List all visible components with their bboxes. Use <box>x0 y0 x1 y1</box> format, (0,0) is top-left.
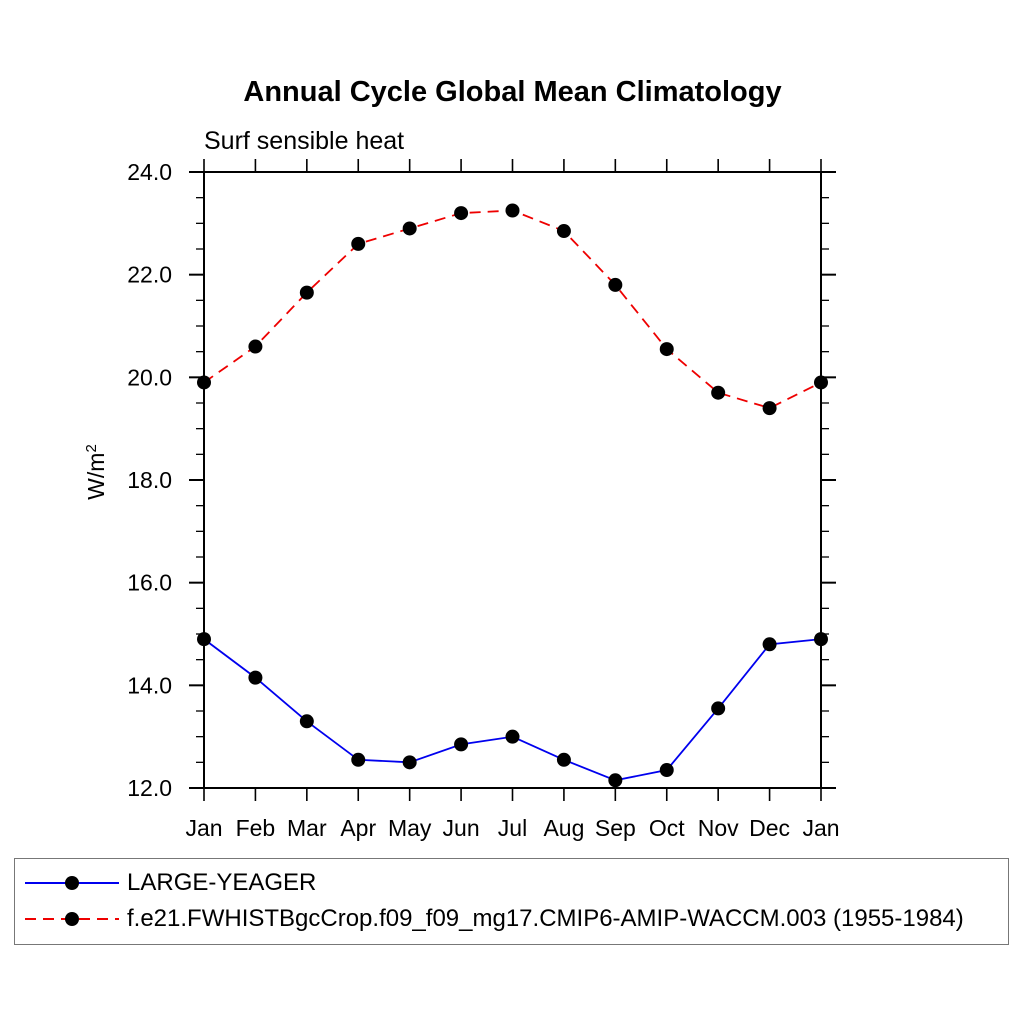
x-axis-tick-label: Jul <box>498 815 527 841</box>
data-point-marker <box>248 670 263 685</box>
y-axis-tick-label: 12.0 <box>127 775 172 801</box>
y-axis-tick-label: 22.0 <box>127 262 172 288</box>
y-axis-tick-label: 14.0 <box>127 672 172 698</box>
data-point-marker <box>402 755 417 770</box>
data-point-marker <box>197 632 211 647</box>
series-line-large-yeager <box>203 638 822 782</box>
y-axis-tick-label: 18.0 <box>127 467 172 493</box>
x-axis-tick-label: Jan <box>185 815 222 841</box>
data-point-marker <box>711 701 726 716</box>
legend-label: f.e21.FWHISTBgcCrop.f09_f09_mg17.CMIP6-A… <box>127 905 964 932</box>
data-point-marker <box>608 773 623 788</box>
x-axis-tick-label: Sep <box>595 815 636 841</box>
data-point-marker <box>711 385 726 400</box>
y-axis-title-exponent: 2 <box>83 444 100 452</box>
x-axis-tick-label: Apr <box>340 815 376 841</box>
x-axis-tick-label: Oct <box>649 815 685 841</box>
data-point-marker <box>659 342 674 357</box>
data-point-marker <box>556 752 571 767</box>
legend-marker-dot <box>65 876 79 890</box>
data-point-marker <box>248 339 263 354</box>
chart-subtitle: Surf sensible heat <box>204 127 405 155</box>
x-axis-tick-label: May <box>388 815 432 841</box>
data-point-marker <box>351 236 366 251</box>
x-axis-tick-label: Aug <box>543 815 584 841</box>
line-chart-plot-area: W/m2 12.0 14.0 16.0 18.0 20.0 22.0 24.0 Jan Feb M… <box>83 159 840 841</box>
data-point-marker <box>814 375 828 390</box>
y-axis-tick-label: 24.0 <box>127 159 172 185</box>
x-axis-tick-label: Feb <box>236 815 276 841</box>
data-point-marker <box>608 277 623 292</box>
data-point-marker <box>351 752 366 767</box>
data-point-marker <box>402 221 417 236</box>
x-axis-tick-label: Jun <box>443 815 480 841</box>
legend-sample-solid-line <box>25 876 119 890</box>
data-point-marker <box>556 224 571 239</box>
x-axis-tick-label: Jan <box>802 815 839 841</box>
legend-item-large-yeager: LARGE-YEAGER <box>15 865 1008 901</box>
y-axis-tick-label: 20.0 <box>127 364 172 390</box>
x-axis-tick-label: Mar <box>287 815 327 841</box>
legend-item-model-run: f.e21.FWHISTBgcCrop.f09_f09_mg17.CMIP6-A… <box>15 901 1008 937</box>
data-point-marker <box>814 632 828 647</box>
data-point-marker <box>505 203 520 218</box>
data-point-marker <box>454 737 469 752</box>
x-axis-tick-label: Nov <box>698 815 739 841</box>
chart-title: Annual Cycle Global Mean Climatology <box>243 76 782 108</box>
data-point-marker <box>197 375 211 390</box>
data-point-marker <box>659 763 674 778</box>
legend-sample-dashed-line <box>25 912 119 926</box>
legend-marker-dot <box>65 912 79 926</box>
series-line-model-run <box>203 209 822 410</box>
data-point-marker <box>505 729 520 744</box>
y-axis-tick-label: 16.0 <box>127 570 172 596</box>
data-point-marker <box>454 206 469 221</box>
data-point-marker <box>299 285 314 300</box>
legend: LARGE-YEAGER f.e21.FWHISTBgcCrop.f09_f09… <box>14 858 1009 945</box>
data-point-marker <box>762 401 777 416</box>
y-axis-title: W/m2 <box>83 444 109 500</box>
legend-label: LARGE-YEAGER <box>127 869 317 896</box>
data-point-marker <box>762 637 777 652</box>
x-axis-tick-label: Dec <box>749 815 790 841</box>
data-point-marker <box>299 714 314 729</box>
